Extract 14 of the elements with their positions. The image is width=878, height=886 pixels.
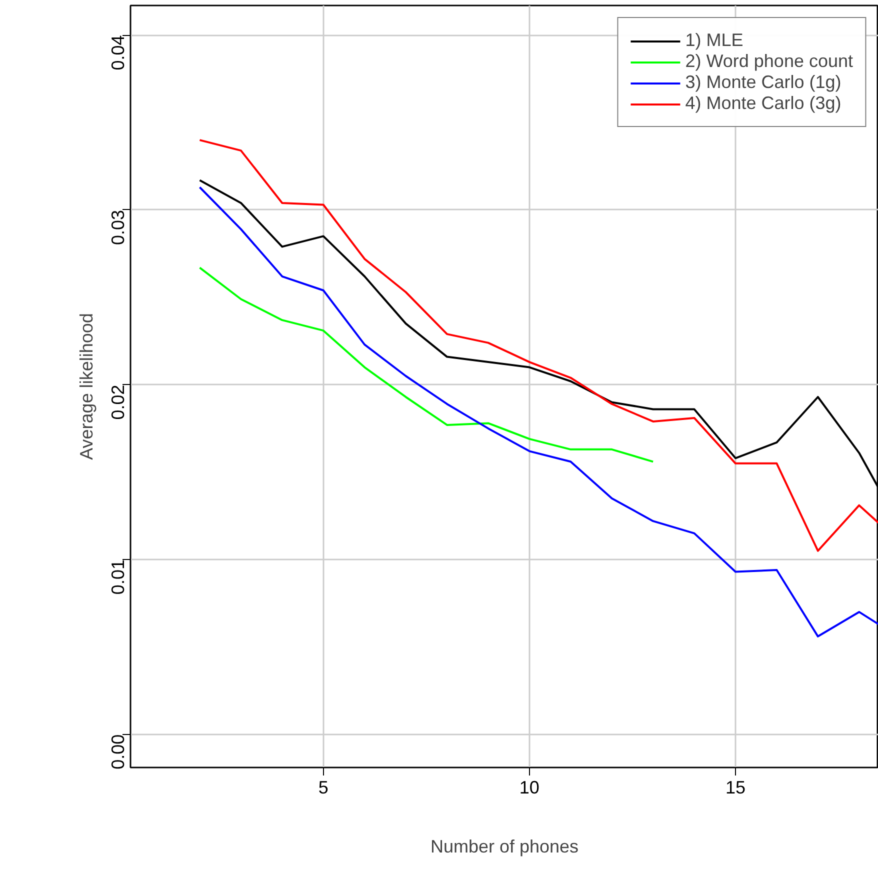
y-axis-title: Average likelihood bbox=[76, 313, 96, 460]
legend-label: 4) Monte Carlo (3g) bbox=[685, 93, 842, 114]
y-tick-label: 0.00 bbox=[108, 734, 128, 770]
y-tick-label: 0.04 bbox=[108, 35, 128, 70]
y-tick-label: 0.01 bbox=[108, 560, 128, 595]
y-tick-label: 0.02 bbox=[108, 384, 128, 420]
legend-label: 3) Monte Carlo (1g) bbox=[685, 72, 842, 93]
x-tick-label: 10 bbox=[519, 778, 540, 798]
x-tick-label: 15 bbox=[725, 778, 746, 798]
x-axis-title: Number of phones bbox=[430, 836, 579, 856]
legend-label: 2) Word phone count bbox=[685, 51, 853, 72]
legend-label: 1) MLE bbox=[685, 30, 744, 51]
y-tick-label: 0.03 bbox=[108, 210, 128, 246]
x-tick-label: 5 bbox=[318, 778, 328, 798]
